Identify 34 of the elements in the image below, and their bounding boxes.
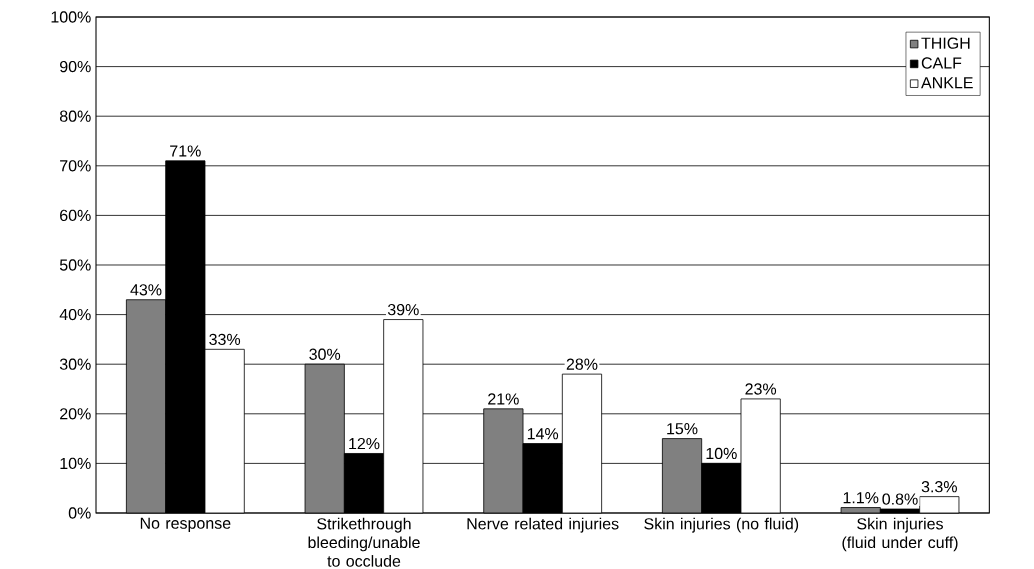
data-label: 15% bbox=[667, 423, 698, 435]
legend-label: ANKLE bbox=[921, 77, 973, 89]
y-tick-label: 100% bbox=[51, 11, 91, 23]
x-tick-label: No response bbox=[140, 517, 231, 533]
y-tick-label: 70% bbox=[60, 160, 91, 172]
data-label: 71% bbox=[170, 145, 201, 157]
data-label: 39% bbox=[387, 303, 419, 316]
data-label: 0.8% bbox=[882, 493, 918, 505]
y-tick-label: 60% bbox=[60, 209, 91, 222]
data-label: 12% bbox=[349, 437, 380, 450]
y-tick-label: 40% bbox=[59, 308, 91, 321]
legend-label: CALF bbox=[921, 57, 962, 69]
y-tick-label: 0% bbox=[68, 507, 91, 519]
y-tick-label: 90% bbox=[60, 60, 91, 73]
y-tick-label: 20% bbox=[60, 408, 91, 420]
y-tick-label: 50% bbox=[59, 259, 91, 271]
x-tick-label: Skin injuries (no fluid) bbox=[644, 517, 799, 533]
data-label: 21% bbox=[488, 393, 519, 405]
legend-label: THIGH bbox=[921, 37, 970, 49]
data-label: 33% bbox=[209, 333, 241, 346]
x-tick-label: Nerve related injuries bbox=[467, 517, 619, 533]
data-label: 28% bbox=[566, 358, 598, 370]
data-label: 30% bbox=[309, 348, 341, 360]
data-label: 14% bbox=[527, 428, 559, 440]
data-label: 1.1% bbox=[843, 492, 879, 504]
y-tick-label: 10% bbox=[60, 457, 91, 470]
data-label: 23% bbox=[745, 383, 777, 395]
y-tick-label: 80% bbox=[59, 110, 91, 122]
x-tick-label: Strikethrough bleeding/unable to occlude bbox=[308, 517, 420, 567]
data-label: 43% bbox=[130, 284, 162, 296]
x-tick-label: Skin injuries (fluid under cuff) bbox=[842, 517, 958, 552]
data-label: 3.3% bbox=[921, 481, 957, 493]
y-tick-label: 30% bbox=[59, 358, 91, 370]
data-label: 10% bbox=[706, 447, 737, 460]
